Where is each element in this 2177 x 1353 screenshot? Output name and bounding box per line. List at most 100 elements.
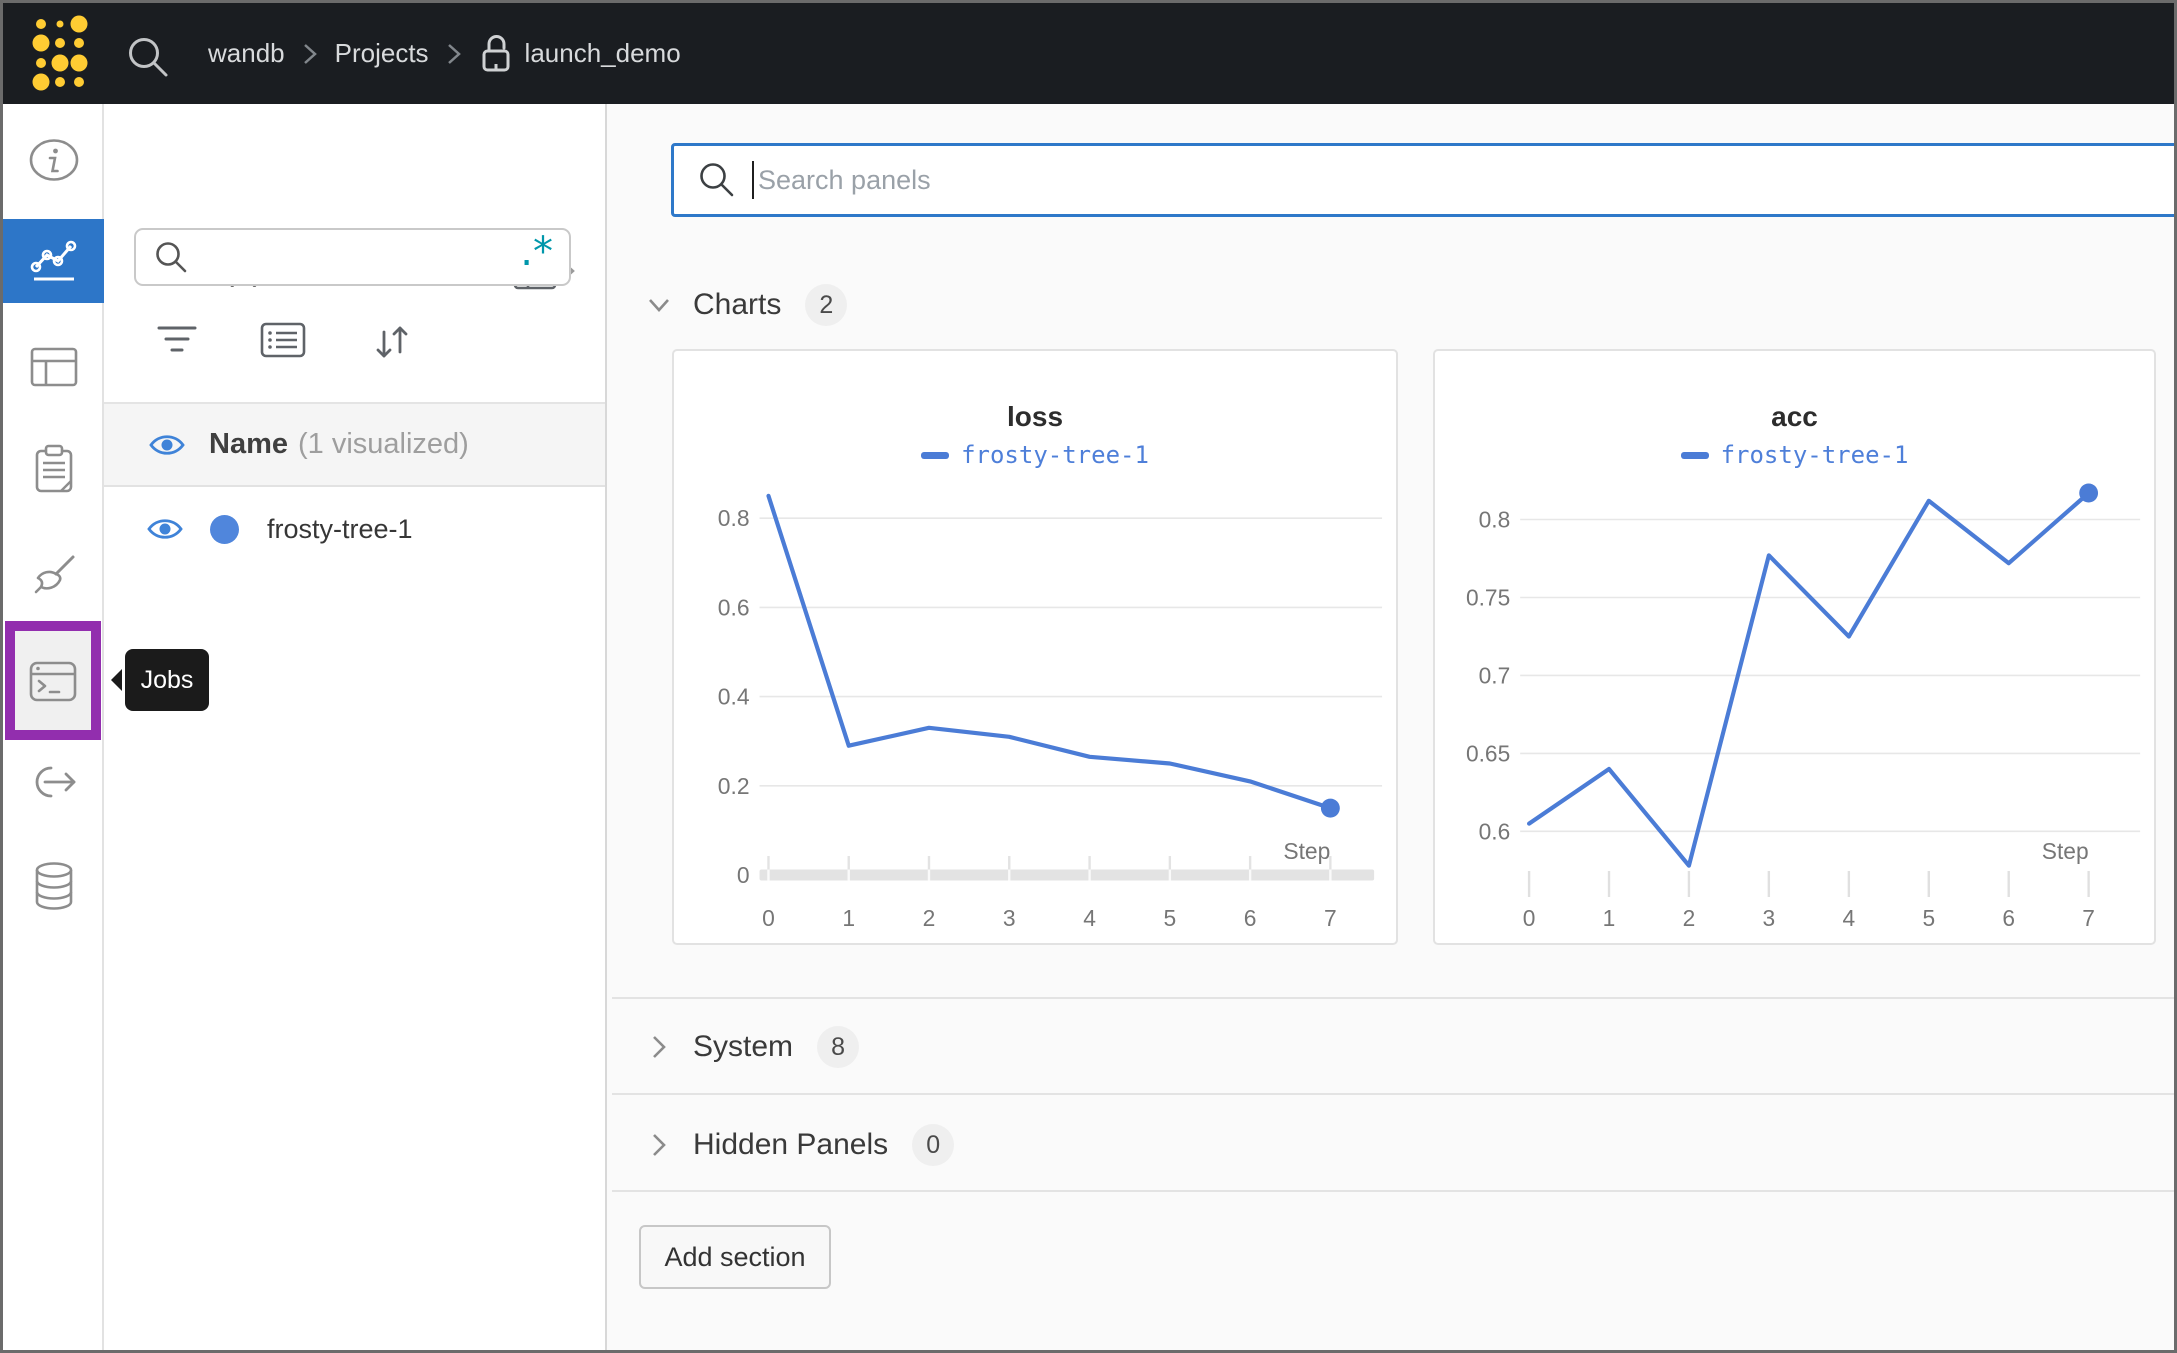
section-count-badge: 0 [912,1124,955,1166]
lock-icon [482,34,510,71]
filter-icon [157,326,197,352]
group-button[interactable] [260,322,306,363]
svg-text:7: 7 [2082,905,2095,931]
svg-text:5: 5 [1163,905,1176,931]
eye-visible-icon[interactable] [148,431,186,459]
chart-legend: frosty-tree-1 [1435,441,2154,469]
runs-search-box: .* [134,228,571,286]
sort-arrows-icon [376,326,408,358]
chevron-right-icon [303,42,317,66]
svg-text:0.2: 0.2 [718,773,750,799]
svg-text:6: 6 [2002,905,2015,931]
section-header-charts[interactable]: Charts 2 [607,276,2174,334]
sidebar-item-logs[interactable] [3,427,104,511]
curved-arrow-icon [35,766,75,798]
sidebar-item-workspace[interactable] [3,219,104,303]
charts-grid: loss frosty-tree-1 0 0.2 0.4 0.6 0.8 0 1 2 3 4 5 6 7… [672,349,2156,945]
section-label: Charts [693,288,782,321]
svg-text:0: 0 [762,905,775,931]
sidebar-item-automations[interactable] [3,740,104,824]
svg-text:0: 0 [737,862,750,888]
svg-text:2: 2 [1683,905,1696,931]
svg-text:6: 6 [1244,905,1257,931]
left-icon-sidebar [3,104,104,1350]
chart-panel-loss[interactable]: loss frosty-tree-1 0 0.2 0.4 0.6 0.8 0 1 2 3 4 5 6 7… [672,349,1398,945]
regex-toggle-button[interactable]: .* [520,229,553,275]
svg-text:5: 5 [1922,905,1935,931]
svg-text:0: 0 [1523,905,1536,931]
info-icon [29,139,78,181]
runs-column-name: Name [209,428,288,460]
svg-text:1: 1 [842,905,855,931]
sort-button[interactable] [370,322,414,367]
sidebar-item-overview[interactable] [3,118,104,202]
section-header-hidden-panels[interactable]: Hidden Panels 0 [607,1106,2174,1184]
svg-text:0.4: 0.4 [718,684,750,710]
section-label: Hidden Panels [693,1128,889,1161]
panel-search-input[interactable] [758,164,2174,196]
global-search-icon[interactable] [125,34,171,80]
chevron-down-icon [649,299,669,312]
svg-text:3: 3 [1763,905,1776,931]
breadcrumb-projects[interactable]: Projects [334,38,429,68]
section-label: System [693,1030,794,1063]
svg-text:Step: Step [2042,838,2089,864]
clipboard-icon [35,444,72,493]
svg-text:4: 4 [1083,905,1096,931]
database-icon [35,862,72,910]
svg-text:Step: Step [1283,838,1330,864]
top-nav-bar: wandb Projects launch_demo [3,3,2174,104]
breadcrumb-project-name[interactable]: launch_demo [524,38,681,68]
text-cursor [752,161,754,199]
svg-text:0.65: 0.65 [1466,740,1510,766]
section-count-badge: 2 [805,284,848,326]
divider [104,402,605,404]
breadcrumb: wandb Projects launch_demo [208,3,681,104]
wandb-logo-icon[interactable] [31,13,89,93]
sidebar-item-artifacts[interactable] [3,844,104,928]
filter-button[interactable] [156,322,198,361]
line-chart-icon [30,240,76,281]
legend-line-swatch [1680,451,1709,459]
divider [612,997,2174,999]
svg-text:1: 1 [1603,905,1616,931]
table-icon [30,347,77,387]
runs-search-input[interactable] [200,230,513,284]
search-icon [700,163,734,197]
run-name: frosty-tree-1 [267,513,413,544]
chevron-right-icon [653,1134,666,1156]
svg-text:0.75: 0.75 [1466,584,1510,610]
broom-icon [34,555,74,594]
divider [612,1093,2174,1095]
sidebar-item-sweeps[interactable] [3,534,104,618]
list-icon [260,322,306,358]
svg-text:4: 4 [1843,905,1856,931]
legend-line-swatch [921,451,950,459]
sidebar-item-jobs[interactable] [5,621,101,740]
chevron-right-icon [447,42,461,66]
svg-text:0.6: 0.6 [718,594,750,620]
svg-text:0.8: 0.8 [718,505,750,531]
svg-text:7: 7 [1324,905,1337,931]
panel-search-box [671,143,2174,217]
breadcrumb-entity[interactable]: wandb [208,38,285,68]
jobs-tooltip: Jobs [125,649,209,711]
section-header-system[interactable]: System 8 [607,1008,2174,1086]
svg-text:0.7: 0.7 [1479,662,1511,688]
runs-toolbar [104,322,605,366]
eye-visible-icon[interactable] [146,515,184,543]
sidebar-item-runs-table[interactable] [3,325,104,409]
add-section-button[interactable]: Add section [639,1225,831,1289]
runs-visualized-count: (1 visualized) [298,428,469,460]
chart-panel-acc[interactable]: acc frosty-tree-1 0.6 0.65 0.7 0.75 0.8 0 1 2 3 4… [1433,349,2156,945]
svg-text:0.8: 0.8 [1479,506,1511,532]
workspace-main: Charts 2 loss frosty-tree-1 00.20.40.60.… [607,104,2174,1350]
chart-title: acc [1771,401,1818,432]
chart-legend: frosty-tree-1 [674,441,1396,469]
legend-run-name: frosty-tree-1 [961,441,1149,469]
run-row[interactable]: frosty-tree-1 [104,489,605,569]
jobs-terminal-icon [29,661,77,701]
divider [612,1190,2174,1192]
chevron-right-icon [653,1036,666,1058]
